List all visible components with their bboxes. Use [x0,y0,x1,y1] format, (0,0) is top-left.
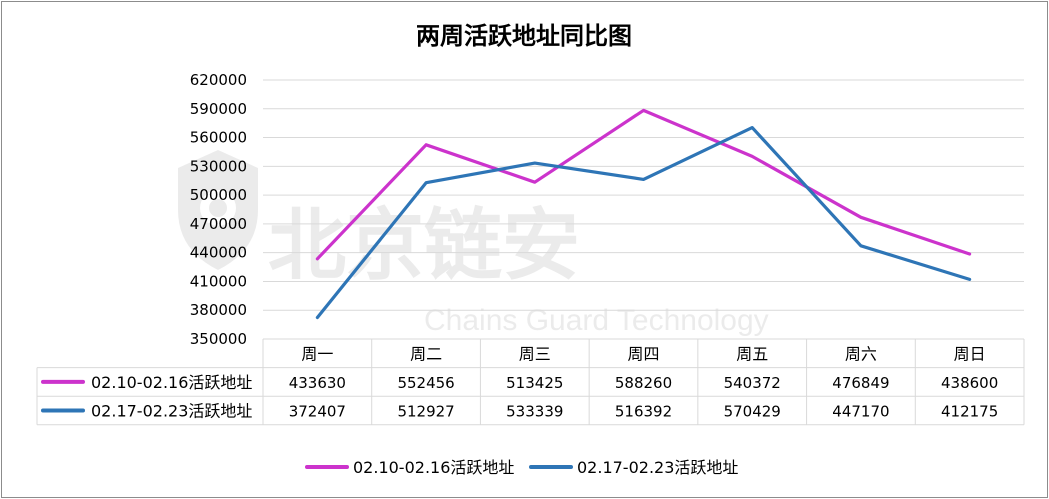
y-tick-label: 470000 [190,215,247,233]
data-label: 433630 [289,374,346,392]
series-lines [315,108,972,320]
x-category-label: 周二 [410,344,442,363]
x-category-label: 周一 [301,344,333,363]
y-tick-label: 410000 [190,272,247,290]
legend-label: 02.17-02.23活跃地址 [577,458,738,477]
gridlines [263,79,1024,340]
y-tick-label: 440000 [190,244,247,262]
x-category-label: 周四 [627,344,659,363]
data-label: 438600 [941,374,998,392]
table-series-name: 02.10-02.16活跃地址 [91,373,252,392]
table-series-name: 02.17-02.23活跃地址 [91,402,252,421]
y-axis-ticks: 350000 380000 410000 440000 470000 500000 5300… [190,71,247,348]
y-tick-label: 590000 [190,100,247,118]
x-category-label: 周日 [954,344,986,363]
chart-title: 两周活跃地址同比图 [416,22,632,50]
x-category-label: 周三 [519,344,551,363]
legend: 02.10-02.16活跃地址 02.17-02.23活跃地址 [305,458,738,477]
data-label: 412175 [941,403,998,421]
data-label: 533339 [506,403,563,421]
data-table: 周一 周二 周三 周四 周五 周六 周日 02.10-02.16活跃地址 433630 55245… [36,339,1025,426]
data-label: 372407 [289,403,346,421]
y-tick-label: 350000 [190,330,247,348]
data-label: 552456 [397,374,454,392]
data-label: 540372 [724,374,781,392]
y-tick-label: 560000 [190,129,247,147]
x-category-label: 周五 [736,344,768,363]
data-label: 513425 [506,374,563,392]
data-label: 447170 [832,403,889,421]
watermark-logo [178,150,258,270]
x-category-label: 周六 [845,344,877,363]
legend-label: 02.10-02.16活跃地址 [353,458,514,477]
series-line [315,125,972,320]
watermark: 北京链安 Chains Guard Technology [178,150,769,337]
series-line [315,108,972,261]
data-label: 516392 [615,403,672,421]
y-tick-label: 620000 [190,71,247,89]
data-label: 512927 [397,403,454,421]
data-label: 588260 [615,374,672,392]
data-label: 476849 [832,374,889,392]
y-tick-label: 380000 [190,301,247,319]
y-tick-label: 500000 [190,186,247,204]
watermark-text-en: Chains Guard Technology [424,304,769,337]
y-tick-label: 530000 [190,157,247,175]
data-label: 570429 [724,403,781,421]
watermark-text-cn: 北京链安 [268,201,580,291]
